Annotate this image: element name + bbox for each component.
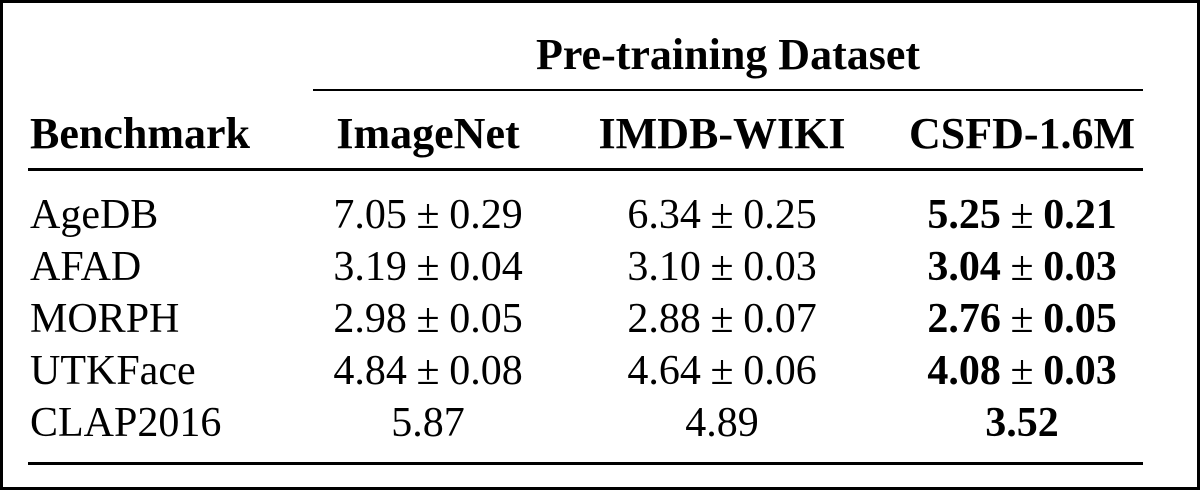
column-header-imdb-wiki: IMDB-WIKI: [543, 91, 901, 171]
plus-minus-sign: ±: [416, 296, 440, 342]
std-value: 0.05: [449, 296, 523, 342]
cell-utkface-imdb-wiki: 4.64 ±0.06: [543, 345, 901, 397]
table-bottom-rule: [28, 462, 1143, 465]
std-value: 0.25: [743, 192, 817, 238]
plus-minus-sign: ±: [710, 192, 734, 238]
column-header-benchmark: Benchmark: [28, 91, 313, 171]
plus-minus-sign: ±: [1010, 192, 1034, 238]
cell-morph-csfd: 2.76 ±0.05: [901, 293, 1143, 345]
results-table: Pre-training Dataset Benchmark ImageNet …: [28, 3, 1143, 465]
plus-minus-sign: ±: [1010, 348, 1034, 394]
cell-utkface-imagenet: 4.84 ±0.08: [313, 345, 543, 397]
row-label-afad: AFAD: [30, 244, 142, 290]
plus-minus-sign: ±: [1010, 296, 1034, 342]
plus-minus-sign: ±: [710, 296, 734, 342]
cell-clap2016-imagenet: 5.87: [313, 397, 543, 449]
plus-minus-sign: ±: [1010, 244, 1034, 290]
mean-value: 2.76: [927, 296, 1001, 342]
mean-value: 3.52: [985, 400, 1059, 446]
std-value: 0.08: [449, 348, 523, 394]
mean-value: 4.08: [927, 348, 1001, 394]
mean-value: 5.25: [927, 192, 1001, 238]
std-value: 0.03: [1043, 244, 1117, 290]
std-value: 0.04: [449, 244, 523, 290]
cell-morph-imdb-wiki: 2.88 ±0.07: [543, 293, 901, 345]
column-header-imagenet: ImageNet: [313, 91, 543, 171]
mean-value: 5.87: [391, 400, 465, 446]
std-value: 0.07: [743, 296, 817, 342]
cell-afad-csfd: 3.04 ±0.03: [901, 241, 1143, 293]
std-value: 0.05: [1043, 296, 1117, 342]
mean-value: 4.84: [333, 348, 407, 394]
cell-afad-imdb-wiki: 3.10 ±0.03: [543, 241, 901, 293]
plus-minus-sign: ±: [416, 244, 440, 290]
plus-minus-sign: ±: [710, 244, 734, 290]
mean-value: 4.64: [627, 348, 701, 394]
pretraining-dataset-header: Pre-training Dataset: [313, 3, 1143, 91]
column-header-csfd-16m: CSFD-1.6M: [901, 91, 1143, 171]
plus-minus-sign: ±: [710, 348, 734, 394]
mean-value: 2.88: [627, 296, 701, 342]
cell-agedb-csfd: 5.25 ±0.21: [901, 189, 1143, 241]
mean-value: 3.04: [927, 244, 1001, 290]
cell-utkface-csfd: 4.08 ±0.03: [901, 345, 1143, 397]
cell-clap2016-csfd: 3.52: [901, 397, 1143, 449]
table-corner-spacer: [28, 3, 313, 91]
mean-value: 3.19: [333, 244, 407, 290]
row-label-agedb: AgeDB: [30, 192, 159, 238]
mean-value: 7.05: [333, 192, 407, 238]
mean-value: 6.34: [627, 192, 701, 238]
std-value: 0.06: [743, 348, 817, 394]
cell-agedb-imagenet: 7.05 ±0.29: [313, 189, 543, 241]
std-value: 0.03: [1043, 348, 1117, 394]
plus-minus-sign: ±: [416, 192, 440, 238]
plus-minus-sign: ±: [416, 348, 440, 394]
row-label-utkface: UTKFace: [30, 348, 196, 394]
row-label-morph: MORPH: [30, 296, 180, 342]
cell-agedb-imdb-wiki: 6.34 ±0.25: [543, 189, 901, 241]
header-body-gap: [28, 171, 1143, 189]
mean-value: 4.89: [685, 400, 759, 446]
std-value: 0.29: [449, 192, 523, 238]
mean-value: 3.10: [627, 244, 701, 290]
std-value: 0.21: [1043, 192, 1117, 238]
mean-value: 2.98: [333, 296, 407, 342]
cell-clap2016-imdb-wiki: 4.89: [543, 397, 901, 449]
cell-morph-imagenet: 2.98 ±0.05: [313, 293, 543, 345]
row-label-clap2016: CLAP2016: [30, 400, 222, 446]
cell-afad-imagenet: 3.19 ±0.04: [313, 241, 543, 293]
std-value: 0.03: [743, 244, 817, 290]
